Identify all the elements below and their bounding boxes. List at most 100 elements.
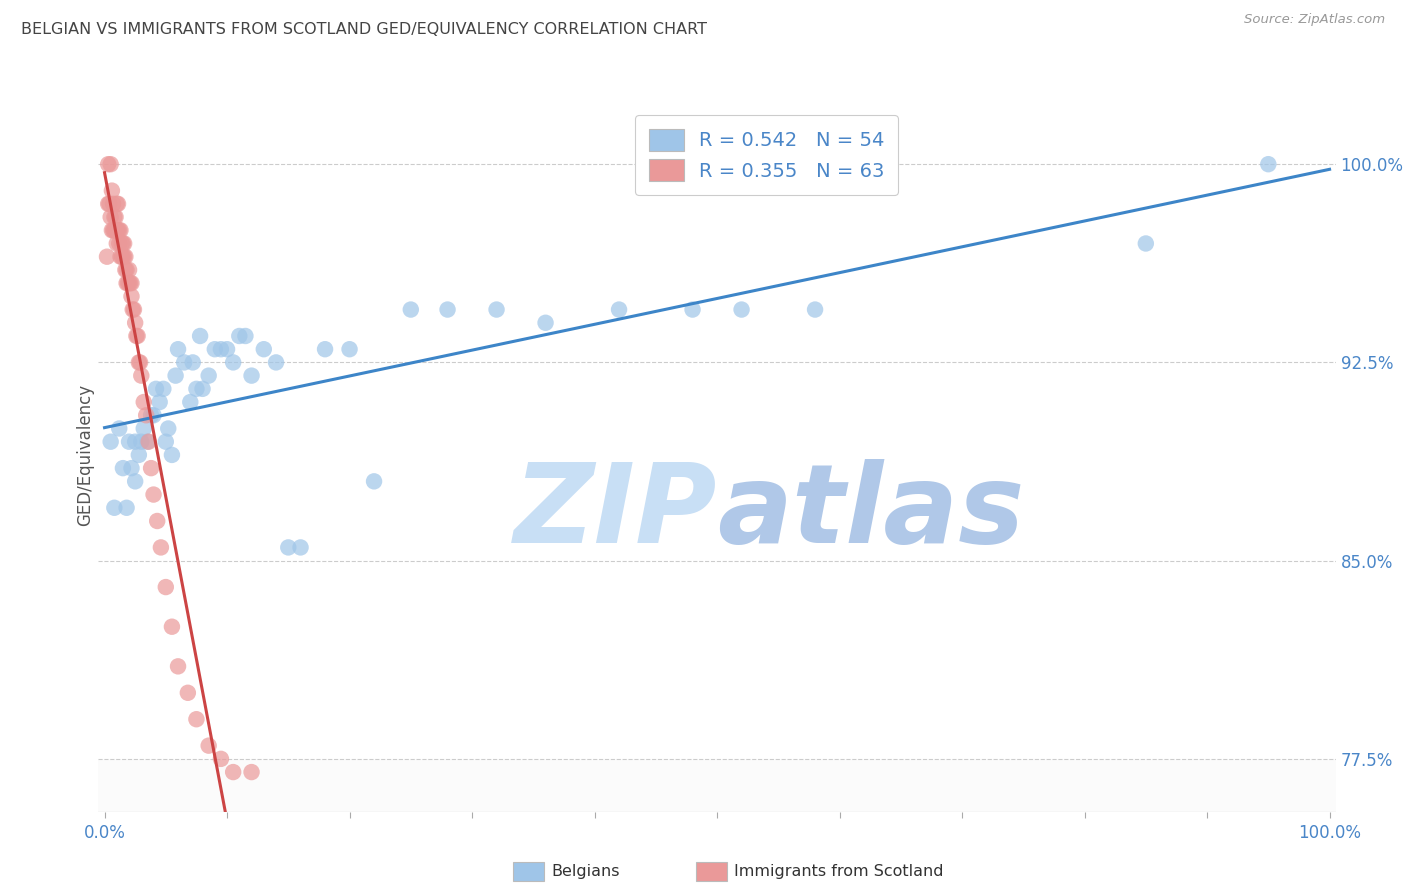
Point (129, 368, 152, 383)
Point (186, 712, 208, 726)
Point (240, 368, 263, 383)
Point (135, 409, 157, 423)
Y-axis label: GED/Equivalency: GED/Equivalency (76, 384, 94, 526)
Point (108, 223, 131, 237)
Point (436, 302, 458, 317)
Point (121, 276, 143, 290)
Point (138, 434, 160, 449)
Point (129, 434, 152, 449)
Point (204, 342, 226, 356)
Point (107, 223, 129, 237)
Point (124, 434, 146, 449)
Point (139, 409, 162, 423)
Point (209, 752, 232, 766)
Point (235, 329, 257, 343)
Point (139, 461, 162, 475)
Point (155, 580, 177, 594)
Point (167, 342, 190, 356)
Point (155, 434, 177, 449)
Point (264, 355, 287, 369)
Point (108, 236, 131, 251)
Point (112, 236, 135, 251)
Point (136, 434, 159, 449)
Text: ZIP: ZIP (513, 458, 717, 566)
Point (97, 197, 120, 211)
Point (146, 514, 169, 528)
Point (110, 223, 132, 237)
Point (142, 487, 165, 501)
Point (111, 250, 134, 264)
Text: Immigrants from Scotland: Immigrants from Scotland (734, 864, 943, 879)
Point (186, 382, 208, 396)
Point (124, 316, 146, 330)
Point (96, 250, 118, 264)
Point (111, 236, 134, 251)
Point (105, 197, 128, 211)
Point (105, 236, 128, 251)
Point (177, 686, 200, 700)
Text: atlas: atlas (717, 458, 1025, 566)
Point (682, 302, 704, 317)
Point (100, 157, 122, 171)
Point (149, 395, 172, 409)
Point (118, 263, 141, 277)
Point (110, 250, 132, 264)
Point (191, 382, 214, 396)
Point (115, 263, 138, 277)
Point (115, 500, 138, 515)
Point (1135, 236, 1157, 251)
Point (103, 500, 125, 515)
Point (314, 342, 336, 356)
Point (128, 448, 150, 462)
Point (97, 157, 120, 171)
Point (122, 302, 145, 317)
Point (160, 620, 183, 634)
Point (117, 276, 139, 290)
Point (160, 448, 183, 462)
Point (167, 659, 190, 673)
Point (107, 197, 129, 211)
Point (173, 355, 195, 369)
Point (101, 223, 124, 237)
Point (124, 475, 146, 489)
Point (197, 368, 219, 383)
Point (128, 355, 150, 369)
Point (485, 302, 508, 317)
Point (121, 289, 143, 303)
Point (534, 316, 557, 330)
Point (112, 250, 135, 264)
Point (103, 223, 125, 237)
Point (222, 765, 245, 780)
Point (118, 434, 141, 449)
Point (399, 302, 422, 317)
Point (142, 409, 165, 423)
Point (132, 421, 155, 435)
Point (125, 329, 148, 343)
Point (114, 250, 136, 264)
Point (132, 395, 155, 409)
Point (145, 382, 167, 396)
Point (1257, 157, 1279, 171)
Text: BELGIAN VS IMMIGRANTS FROM SCOTLAND GED/EQUIVALENCY CORRELATION CHART: BELGIAN VS IMMIGRANTS FROM SCOTLAND GED/… (21, 22, 707, 37)
Point (104, 210, 127, 224)
Legend: R = 0.542   N = 54, R = 0.355   N = 63: R = 0.542 N = 54, R = 0.355 N = 63 (636, 115, 898, 194)
Point (98, 197, 121, 211)
Point (149, 541, 172, 555)
Point (181, 355, 204, 369)
Point (101, 184, 124, 198)
Point (804, 302, 827, 317)
Point (607, 302, 630, 317)
Point (730, 302, 752, 317)
Point (339, 342, 361, 356)
Point (188, 329, 211, 343)
Point (240, 765, 263, 780)
Point (127, 329, 149, 343)
Point (121, 302, 143, 317)
Text: Belgians: Belgians (551, 864, 620, 879)
Point (277, 541, 299, 555)
Point (104, 223, 127, 237)
Point (105, 223, 128, 237)
Point (129, 355, 152, 369)
Bar (98, 759, 1336, 812)
Point (152, 382, 174, 396)
